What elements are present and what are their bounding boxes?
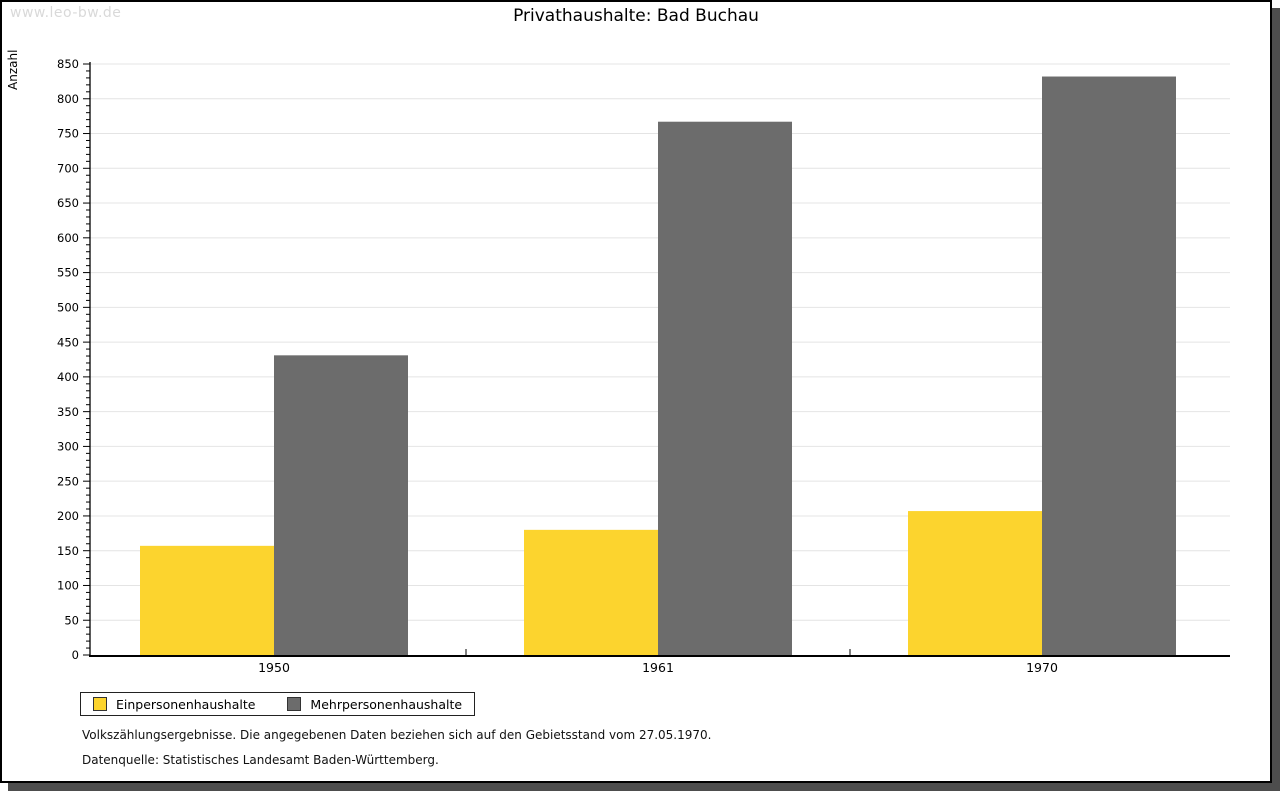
legend-label-einpersonenhaushalte: Einpersonenhaushalte [116, 696, 256, 712]
bar-Einpersonenhaushalte-1961 [524, 529, 658, 655]
footnote-source: Datenquelle: Statistisches Landesamt Bad… [82, 753, 439, 767]
x-category-label: 1950 [258, 660, 290, 675]
y-tick-label: 100 [57, 579, 79, 593]
y-tick-label: 500 [57, 300, 79, 314]
chart-legend: Einpersonenhaushalte Mehrpersonenhaushal… [80, 692, 476, 716]
x-category-label: 1970 [1026, 660, 1058, 675]
x-category-label: 1961 [642, 660, 674, 675]
window-shadow-right [1272, 8, 1280, 791]
y-tick-label: 300 [57, 440, 79, 454]
y-tick-label: 200 [57, 509, 79, 523]
y-tick-label: 650 [57, 196, 79, 210]
y-tick-label: 550 [57, 266, 79, 280]
legend-swatch-einpersonenhaushalte [93, 697, 107, 711]
y-tick-label: 850 [57, 57, 79, 71]
bar-Einpersonenhaushalte-1970 [908, 511, 1042, 655]
legend-item-einpersonenhaushalte: Einpersonenhaushalte [93, 697, 255, 712]
window-shadow-bottom [8, 783, 1280, 791]
bar-Mehrpersonenhaushalte-1950 [274, 355, 408, 655]
y-tick-label: 700 [57, 161, 79, 175]
y-tick-label: 800 [57, 92, 79, 106]
y-tick-label: 450 [57, 335, 79, 349]
y-tick-label: 250 [57, 474, 79, 488]
bar-Mehrpersonenhaushalte-1970 [1042, 76, 1176, 655]
y-tick-label: 0 [72, 648, 79, 662]
y-tick-label: 350 [57, 405, 79, 419]
y-tick-label: 150 [57, 544, 79, 558]
y-tick-label: 50 [64, 613, 79, 627]
y-tick-label: 750 [57, 127, 79, 141]
bar-Einpersonenhaushalte-1950 [140, 545, 274, 655]
y-tick-label: 600 [57, 231, 79, 245]
bar-Mehrpersonenhaushalte-1961 [658, 121, 792, 655]
y-axis-title: Anzahl [6, 50, 20, 90]
site-watermark: www.leo-bw.de [10, 5, 122, 21]
footnote-census: Volkszählungsergebnisse. Die angegebenen… [82, 728, 712, 742]
legend-item-mehrpersonenhaushalte: Mehrpersonenhaushalte [287, 697, 462, 712]
legend-label-mehrpersonenhaushalte: Mehrpersonenhaushalte [310, 696, 463, 712]
legend-swatch-mehrpersonenhaushalte [287, 697, 302, 711]
y-tick-label: 400 [57, 370, 79, 384]
chart-title: Privathaushalte: Bad Buchau [513, 6, 759, 26]
